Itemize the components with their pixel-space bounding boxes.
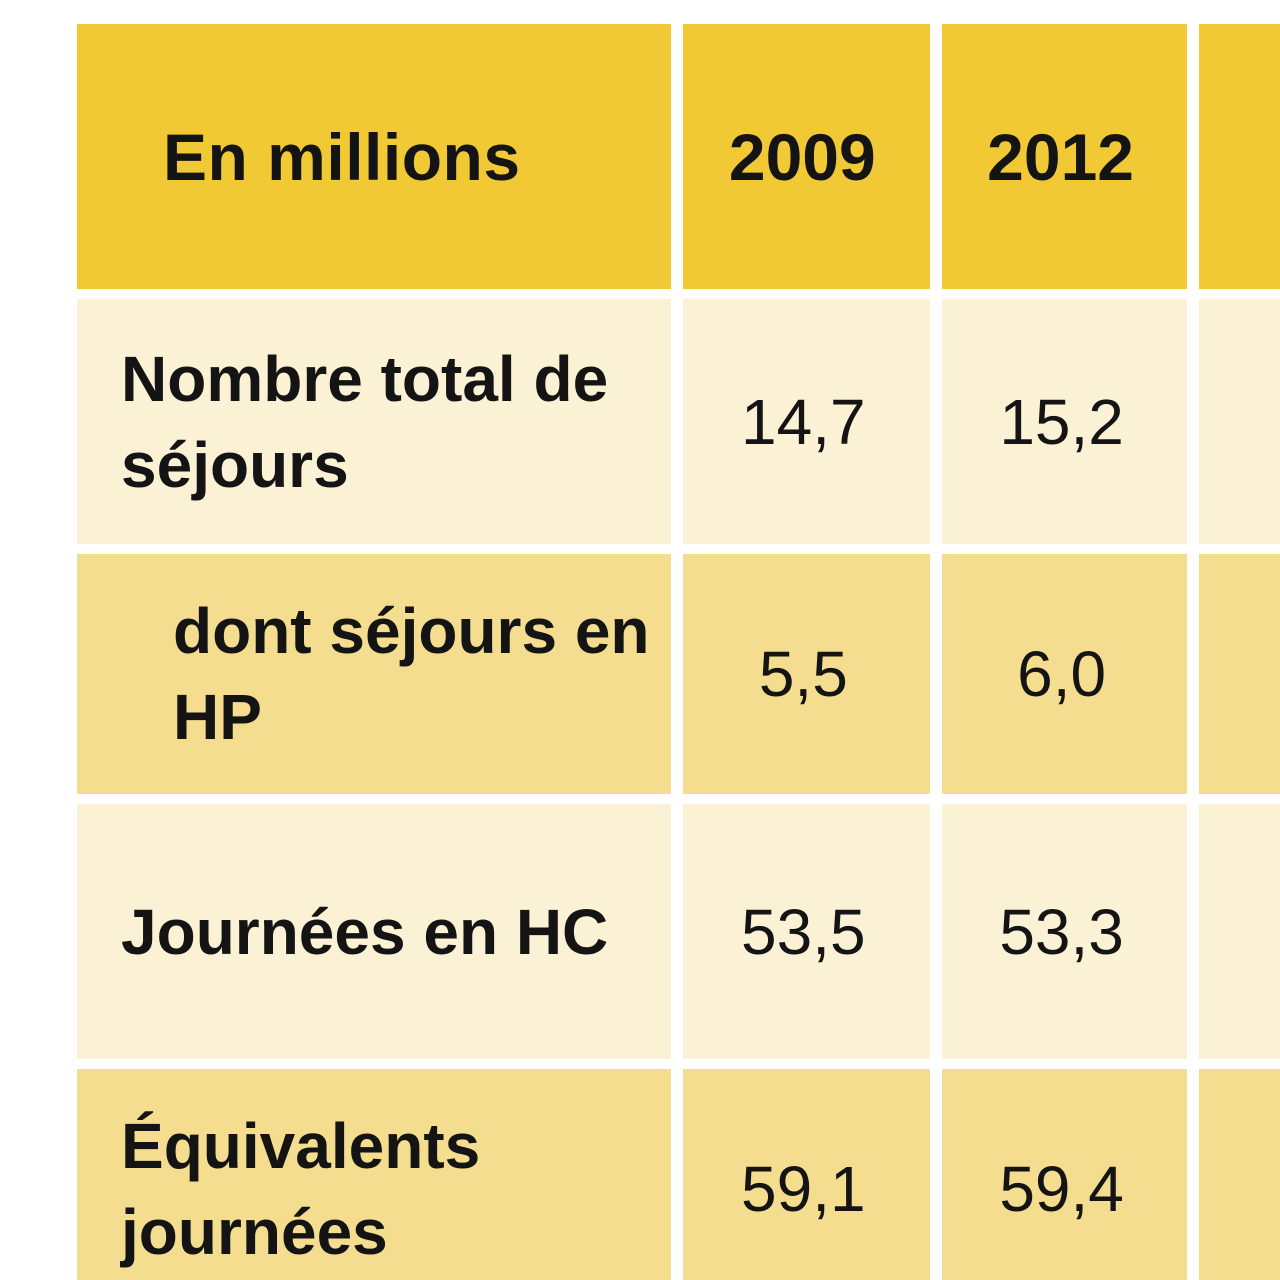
value-2012: 15,2 — [999, 385, 1124, 458]
row-label: Journées en HC — [121, 895, 609, 968]
value-2012: 53,3 — [999, 895, 1124, 968]
row-label: Nombre total de séjours — [121, 342, 609, 501]
header-year-cell: 2012 — [941, 24, 1188, 289]
header-label: En millions — [163, 119, 521, 194]
cropped-cell — [1199, 1069, 1280, 1280]
row-label-cell: Nombre total de séjours — [77, 299, 671, 544]
value-2012: 6,0 — [1017, 638, 1107, 710]
table-row: Équivalents journées 59,1 59,4 — [77, 1069, 1280, 1280]
header-year-cell: 2009 — [682, 24, 930, 289]
cropped-cell — [1199, 299, 1280, 544]
row-label-cell: dont séjours en HP — [77, 554, 671, 794]
value-cell: 59,1 — [682, 1069, 930, 1280]
row-label: dont séjours en HP — [173, 595, 650, 753]
value-2009: 14,7 — [741, 385, 866, 458]
header-year-2009: 2009 — [728, 119, 876, 194]
value-cell: 6,0 — [941, 554, 1188, 794]
value-cell: 59,4 — [941, 1069, 1188, 1280]
value-2012: 59,4 — [999, 1153, 1124, 1225]
value-2009: 59,1 — [741, 1153, 866, 1225]
value-cell: 53,5 — [682, 804, 930, 1059]
header-label-cell: En millions — [77, 24, 671, 289]
cropped-cell — [1199, 554, 1280, 794]
table-row: dont séjours en HP 5,5 6,0 — [77, 554, 1280, 794]
table-row: Nombre total de séjours 14,7 15,2 — [77, 299, 1280, 544]
value-2009: 53,5 — [741, 895, 866, 968]
header-year-2012: 2012 — [987, 119, 1134, 194]
cropped-cell — [1199, 804, 1280, 1059]
row-label-cell: Équivalents journées — [77, 1069, 671, 1280]
header-cropped-cell — [1199, 24, 1280, 289]
table-header-row: En millions 2009 2012 — [77, 24, 1280, 289]
row-label-cell: Journées en HC — [77, 804, 671, 1059]
value-cell: 14,7 — [682, 299, 930, 544]
value-cell: 5,5 — [682, 554, 930, 794]
table-row: Journées en HC 53,5 53,3 — [77, 804, 1280, 1059]
value-cell: 53,3 — [941, 804, 1188, 1059]
value-2009: 5,5 — [758, 638, 848, 710]
row-label: Équivalents journées — [121, 1110, 481, 1268]
value-cell: 15,2 — [941, 299, 1188, 544]
